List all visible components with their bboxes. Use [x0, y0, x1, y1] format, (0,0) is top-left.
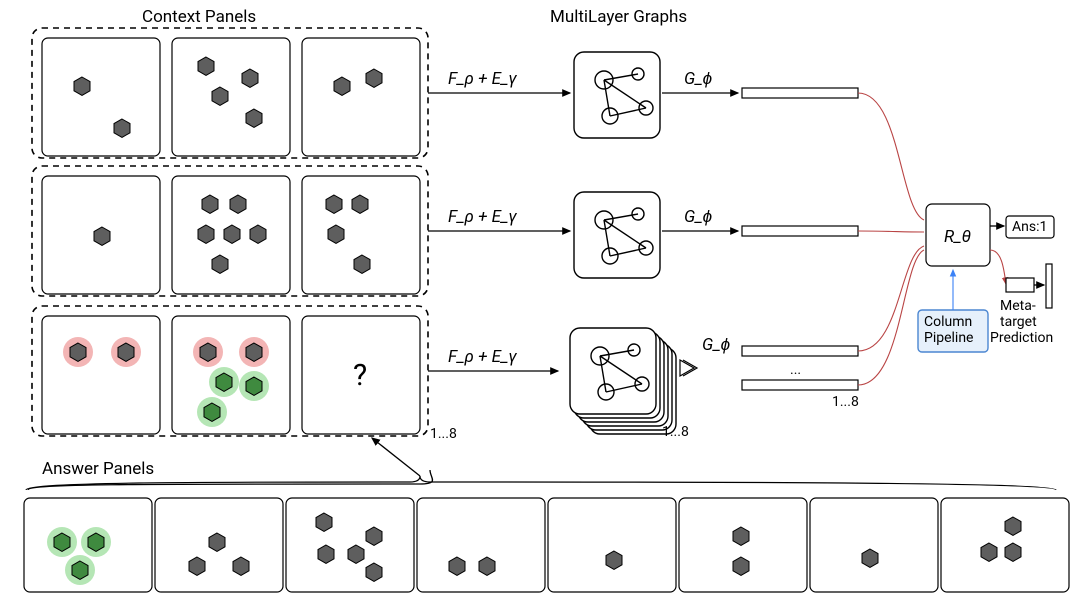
diagram-canvas: Context Panels MultiLayer Graphs ? F_ρ +…	[0, 0, 1080, 607]
answer-panels-title: Answer Panels	[42, 459, 154, 479]
meta-target-label-3: Prediction	[990, 330, 1053, 346]
hex-icon	[216, 373, 232, 391]
graph-box-3-stack: 1...8	[570, 328, 689, 440]
meta-target-output: Meta- target Prediction	[990, 250, 1053, 346]
hex-icon	[224, 225, 240, 243]
gphi-outputs: G_ϕ G_ϕ G_ϕ ... 1...8	[662, 69, 859, 410]
hex-icon	[1005, 517, 1021, 535]
answer-panel	[941, 498, 1069, 592]
hex-icon	[70, 343, 86, 361]
hex-icon	[318, 545, 334, 563]
hex-icon	[733, 557, 749, 575]
gphi-label-1: G_ϕ	[684, 69, 712, 89]
graph-stack-tag: 1...8	[662, 424, 689, 440]
column-pipeline-box: Column Pipeline	[918, 310, 988, 352]
hex-icon	[354, 255, 370, 273]
hex-icon	[242, 69, 258, 87]
red-converge-lines	[858, 93, 924, 385]
hex-icon	[198, 57, 214, 75]
r-theta-box: R_θ	[926, 204, 990, 266]
hex-icon	[246, 343, 262, 361]
context-panel	[42, 38, 160, 156]
question-mark-icon: ?	[353, 358, 367, 393]
hex-icon	[114, 119, 130, 137]
hex-icon	[72, 561, 88, 579]
multilayer-graphs-title: MultiLayer Graphs	[550, 7, 687, 27]
encoder-arrows: F_ρ + E_γ F_ρ + E_γ F_ρ + E_γ	[428, 69, 570, 371]
context-panel	[172, 38, 290, 156]
hex-icon	[230, 195, 246, 213]
hex-icon	[862, 549, 878, 567]
answer-panel	[417, 498, 545, 592]
encoder-label-2: F_ρ + E_γ	[448, 207, 517, 227]
hex-icon	[733, 527, 749, 545]
hex-icon	[449, 557, 465, 575]
hex-icon	[334, 77, 350, 95]
gphi-label-2: G_ϕ	[684, 207, 712, 227]
hex-icon	[246, 377, 262, 395]
hex-icon	[366, 527, 382, 545]
hex-icon	[204, 403, 220, 421]
gphi-label-3: G_ϕ	[702, 335, 730, 355]
hex-icon	[1005, 543, 1021, 561]
hex-icon	[250, 225, 266, 243]
hex-icon	[981, 543, 997, 561]
hex-icon	[348, 545, 364, 563]
encoder-label-3: F_ρ + E_γ	[448, 347, 517, 367]
context-stack-tag: 1...8	[430, 426, 457, 442]
answer-panel	[810, 498, 938, 592]
meta-target-label-2: target	[1000, 314, 1037, 330]
hex-icon	[202, 195, 218, 213]
hex-icon	[189, 557, 205, 575]
hex-icon	[352, 195, 368, 213]
hex-icon	[198, 225, 214, 243]
context-panel	[42, 316, 160, 434]
answer-panel	[286, 498, 414, 592]
hex-icon	[606, 551, 622, 569]
featbar-stack-tag: 1...8	[832, 394, 859, 410]
context-panels-title: Context Panels	[142, 7, 256, 27]
hex-icon	[326, 195, 342, 213]
hex-icon	[233, 557, 249, 575]
hex-icon	[328, 225, 344, 243]
hex-icon	[94, 227, 110, 245]
featbar-ellipsis: ...	[790, 362, 801, 378]
hex-icon	[54, 533, 70, 551]
answer-panel	[679, 498, 807, 592]
hex-icon	[118, 343, 134, 361]
hex-icon	[479, 557, 495, 575]
context-panels-group: ?	[42, 38, 420, 434]
answer-panels-group	[24, 498, 1069, 592]
hex-icon	[366, 563, 382, 581]
hex-icon	[209, 533, 225, 551]
r-theta-label: R_θ	[944, 227, 971, 247]
hex-icon	[212, 255, 228, 273]
meta-target-label-1: Meta-	[1000, 298, 1036, 314]
graph-box-1	[574, 52, 660, 138]
ans-label: Ans:1	[1012, 219, 1047, 235]
hex-icon	[88, 533, 104, 551]
hex-icon	[212, 87, 228, 105]
hex-icon	[316, 513, 332, 531]
graph-box-2	[574, 192, 660, 278]
answer-panel	[548, 498, 676, 592]
context-panel	[302, 38, 420, 156]
hex-icon	[74, 77, 90, 95]
hex-icon	[366, 69, 382, 87]
hex-icon	[246, 109, 262, 127]
hex-icon	[200, 343, 216, 361]
column-pipeline-label-1: Column	[924, 314, 972, 330]
ans-box: Ans:1	[1006, 216, 1054, 238]
column-pipeline-label-2: Pipeline	[924, 330, 974, 346]
context-panel	[302, 176, 420, 294]
encoder-label-1: F_ρ + E_γ	[448, 69, 517, 89]
